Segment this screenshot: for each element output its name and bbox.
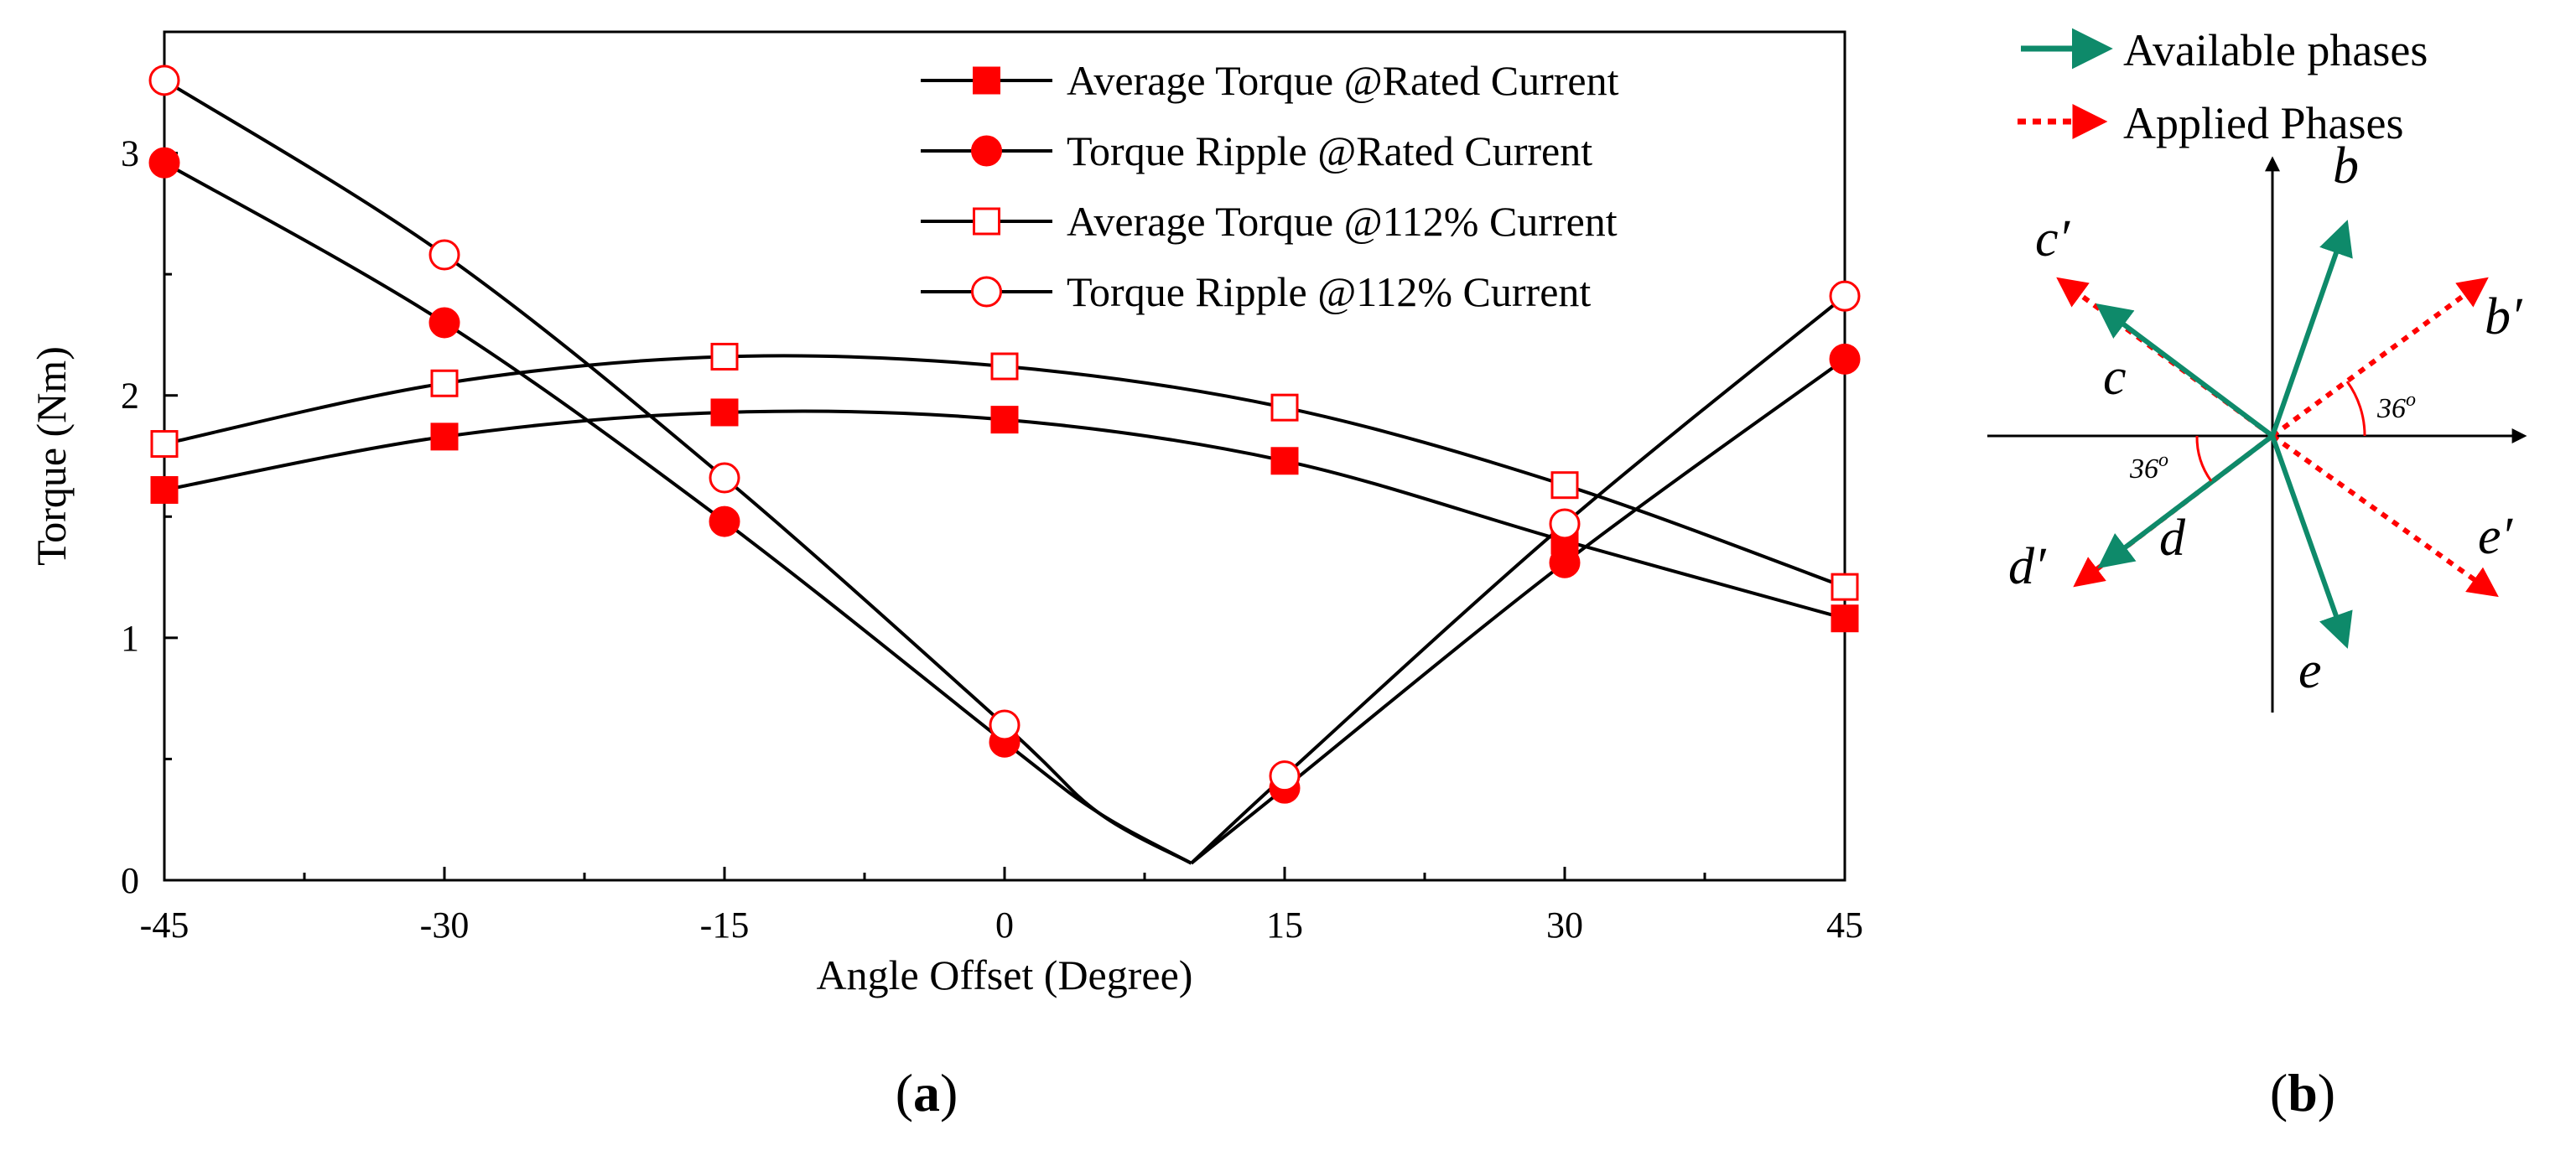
data-point — [989, 709, 1021, 741]
data-point — [1829, 280, 1861, 312]
x-tick-label: 15 — [1266, 905, 1303, 946]
legend-label: Torque Ripple @112% Current — [1067, 268, 1591, 315]
angle-arc-lower — [2195, 435, 2213, 482]
series-line — [163, 79, 1192, 865]
data-point — [1831, 604, 1859, 633]
x-axis-ticks: -45 -30 -15 0 15 30 45 — [140, 867, 1863, 946]
angle-label-lower: 36o — [2129, 449, 2168, 485]
legend-available-label: Available phases — [2123, 25, 2428, 75]
series-markers — [148, 65, 1861, 804]
series-line — [164, 409, 1846, 620]
phasor-e — [2270, 434, 2353, 649]
data-point — [1269, 760, 1301, 792]
phasor-b-prime — [2271, 277, 2489, 438]
x-tick-label: -45 — [140, 905, 190, 946]
angle-arc-upper — [2345, 381, 2366, 437]
y-tick-label: 1 — [121, 618, 139, 659]
chart-legend: Average Torque @Rated Current Torque Ripp… — [921, 57, 1619, 315]
legend-marker — [973, 207, 1000, 236]
series-line — [1190, 357, 1846, 865]
data-point — [430, 422, 459, 451]
series-line — [164, 161, 1192, 865]
y-axis-title: Torque (Nm) — [28, 346, 75, 566]
angle-label-upper: 36o — [2376, 389, 2416, 424]
label-d-prime: d′ — [2008, 538, 2047, 595]
x-tick-label: 30 — [1546, 905, 1583, 946]
data-point — [710, 342, 739, 371]
label-e-prime: e′ — [2478, 508, 2514, 565]
x-axis-title: Angle Offset (Degree) — [817, 951, 1193, 998]
data-point — [709, 462, 740, 494]
data-point — [1270, 393, 1299, 422]
data-point — [430, 369, 459, 397]
data-point — [1549, 547, 1581, 578]
label-d: d — [2159, 510, 2186, 567]
label-b-prime: b′ — [2485, 288, 2523, 345]
x-tick-label: 45 — [1826, 905, 1863, 946]
legend-marker — [973, 66, 1000, 95]
data-point — [428, 239, 460, 271]
label-c: c — [2103, 349, 2127, 406]
label-c-prime: c′ — [2035, 210, 2071, 267]
torque-chart: -45 -30 -15 0 15 30 45 0 1 2 3 Angle Offset (Degr… — [28, 30, 1863, 1122]
phasor-d — [2097, 433, 2274, 569]
series-line — [164, 354, 1846, 589]
data-point — [990, 352, 1019, 381]
phasor-e-prime — [2271, 433, 2499, 598]
legend-label: Torque Ripple @Rated Current — [1067, 127, 1592, 174]
series-line — [1190, 294, 1846, 865]
panel-label-a-letter: a — [913, 1063, 940, 1122]
phasor-b — [2270, 220, 2353, 437]
data-point — [428, 307, 460, 339]
data-point — [150, 430, 179, 459]
legend-label: Average Torque @112% Current — [1067, 198, 1618, 245]
phasor-c — [2096, 303, 2274, 438]
data-point — [710, 398, 739, 427]
x-tick-label: -15 — [700, 905, 750, 946]
data-point — [1829, 343, 1861, 375]
y-axis-ticks: 0 1 2 3 — [121, 30, 178, 901]
data-point — [148, 65, 180, 96]
legend-marker — [971, 135, 1002, 167]
data-point — [1550, 471, 1579, 500]
data-point — [709, 505, 740, 537]
x-tick-label: -30 — [420, 905, 470, 946]
label-b: b — [2333, 137, 2359, 194]
legend-applied-label: Applied Phases — [2123, 98, 2403, 148]
data-point — [148, 147, 180, 179]
legend-marker — [971, 276, 1002, 308]
x-tick-label: 0 — [995, 905, 1014, 946]
panel-label-b: (b) — [2270, 1063, 2335, 1122]
data-point — [990, 406, 1019, 434]
phasor-diagram: Available phases Applied Phases b c′ b′ … — [1987, 25, 2527, 1122]
panel-label-a: (a) — [896, 1063, 958, 1122]
legend-label: Average Torque @Rated Current — [1067, 57, 1619, 104]
label-e: e — [2298, 642, 2322, 699]
data-point — [1549, 508, 1581, 540]
y-tick-label: 3 — [121, 133, 139, 174]
y-tick-label: 0 — [121, 860, 139, 901]
panel-label-b-letter: b — [2288, 1063, 2318, 1122]
data-point — [1831, 573, 1859, 601]
y-tick-label: 2 — [121, 376, 139, 417]
data-point — [1270, 447, 1299, 475]
data-point — [150, 475, 179, 504]
